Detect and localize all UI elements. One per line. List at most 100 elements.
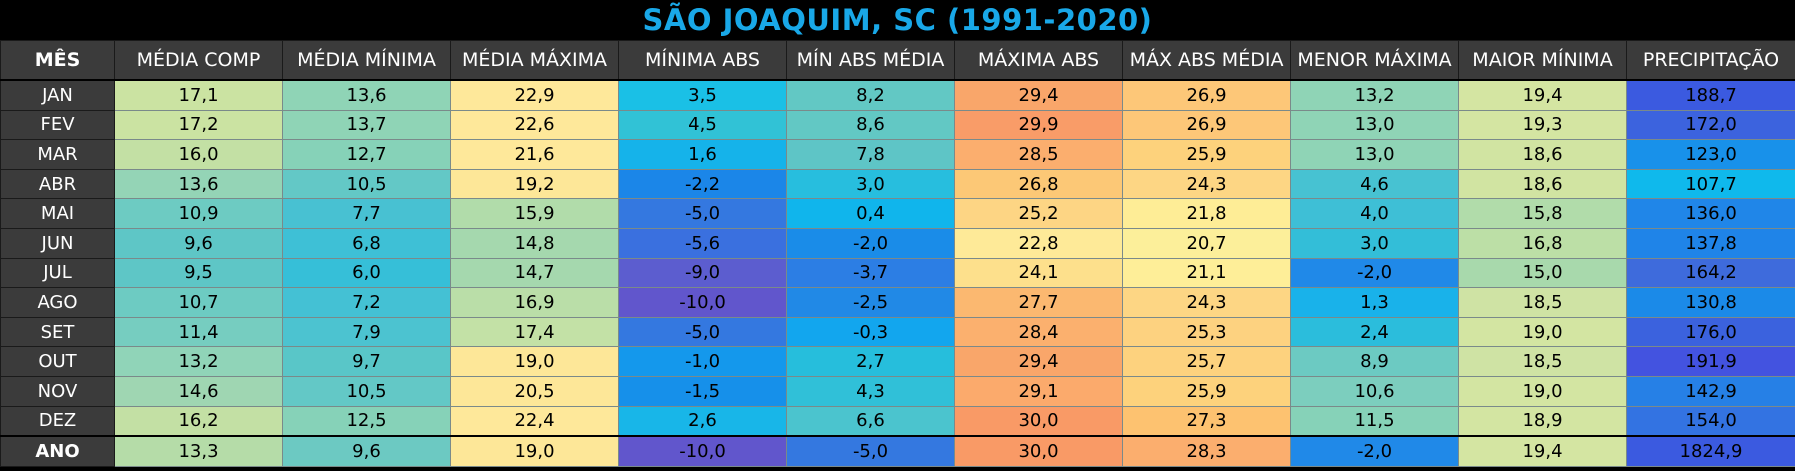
table-row: DEZ 16,2 12,5 22,4 2,6 6,6 30,0 27,3 11,5 18,9 154… [0, 405, 1795, 437]
table-cell: 1824,9 [1626, 435, 1795, 468]
table-cell: 8,9 [1290, 346, 1459, 377]
table-cell: -5,0 [786, 435, 955, 468]
table-cell: 19,0 [1458, 375, 1627, 407]
table-cell: 25,7 [1122, 346, 1291, 377]
table-cell: 16,0 [114, 139, 283, 170]
table-body: JAN 17,1 13,6 22,9 3,5 8,2 29,4 26,9 13,2 19,4 188… [0, 79, 1795, 468]
table-cell: -5,0 [618, 198, 787, 229]
table-cell: -2,0 [1290, 257, 1459, 289]
table-title: SÃO JOAQUIM, SC (1991-2020) [642, 3, 1153, 37]
table-cell: 27,7 [954, 287, 1123, 318]
table-cell: -5,0 [618, 316, 787, 348]
table-row: OUT 13,2 9,7 19,0 -1,0 2,7 29,4 25,7 8,9 18,5 191,… [0, 346, 1795, 377]
table-cell: 19,0 [450, 346, 619, 377]
table-cell: 22,6 [450, 109, 619, 141]
table-cell: 13,6 [282, 79, 451, 111]
table-cell: 164,2 [1626, 257, 1795, 289]
table-cell: 1,3 [1290, 287, 1459, 318]
table-cell: 4,5 [618, 109, 787, 141]
table-cell: 29,9 [954, 109, 1123, 141]
table-row: SET 11,4 7,9 17,4 -5,0 -0,3 28,4 25,3 2,4 19,0 176… [0, 316, 1795, 348]
table-cell: 142,9 [1626, 375, 1795, 407]
table-cell: 26,8 [954, 168, 1123, 200]
table-cell: 188,7 [1626, 79, 1795, 111]
table-cell: 12,5 [282, 405, 451, 437]
table-cell: 18,5 [1458, 346, 1627, 377]
row-label: DEZ [0, 405, 115, 437]
table-cell: 19,0 [450, 435, 619, 468]
table-cell: 18,6 [1458, 168, 1627, 200]
table-cell: 22,9 [450, 79, 619, 111]
row-label: OUT [0, 346, 115, 377]
table-cell: 20,5 [450, 375, 619, 407]
table-cell: 191,9 [1626, 346, 1795, 377]
table-row: JAN 17,1 13,6 22,9 3,5 8,2 29,4 26,9 13,2 19,4 188… [0, 79, 1795, 111]
table-cell: 176,0 [1626, 316, 1795, 348]
row-label: JUN [0, 227, 115, 259]
table-cell: -2,0 [786, 227, 955, 259]
table-cell: 7,2 [282, 287, 451, 318]
column-header: MAIOR MÍNIMA [1458, 40, 1627, 81]
table-cell: 13,0 [1290, 139, 1459, 170]
column-header-month: MÊS [0, 40, 115, 81]
table-cell: 28,5 [954, 139, 1123, 170]
row-label: FEV [0, 109, 115, 141]
table-cell: 14,7 [450, 257, 619, 289]
column-header: MÁXIMA ABS [954, 40, 1123, 81]
table-cell: 9,6 [282, 435, 451, 468]
table-cell: 19,0 [1458, 316, 1627, 348]
table-cell: 16,8 [1458, 227, 1627, 259]
table-cell: 21,8 [1122, 198, 1291, 229]
table-cell: 15,0 [1458, 257, 1627, 289]
table-cell: 13,0 [1290, 109, 1459, 141]
table-cell: -1,5 [618, 375, 787, 407]
table-cell: 11,4 [114, 316, 283, 348]
table-cell: 25,3 [1122, 316, 1291, 348]
table-cell: 27,3 [1122, 405, 1291, 437]
table-cell: 19,4 [1458, 435, 1627, 468]
table-cell: 22,8 [954, 227, 1123, 259]
table-cell: 16,2 [114, 405, 283, 437]
table-cell: 123,0 [1626, 139, 1795, 170]
table-row: MAI 10,9 7,7 15,9 -5,0 0,4 25,2 21,8 4,0 15,8 136,… [0, 198, 1795, 229]
table-cell: 2,4 [1290, 316, 1459, 348]
row-label: AGO [0, 287, 115, 318]
table-cell: -2,2 [618, 168, 787, 200]
table-cell: 28,3 [1122, 435, 1291, 468]
table-cell: 24,3 [1122, 287, 1291, 318]
table-cell: 30,0 [954, 405, 1123, 437]
table-cell: 136,0 [1626, 198, 1795, 229]
table-cell: 29,1 [954, 375, 1123, 407]
table-cell: 29,4 [954, 346, 1123, 377]
row-label: JUL [0, 257, 115, 289]
table-row: MAR 16,0 12,7 21,6 1,6 7,8 28,5 25,9 13,0 18,6 123… [0, 139, 1795, 170]
table-cell: 24,3 [1122, 168, 1291, 200]
row-label: ANO [0, 435, 115, 468]
row-label: MAI [0, 198, 115, 229]
table-cell: 16,9 [450, 287, 619, 318]
table-cell: 8,6 [786, 109, 955, 141]
column-header: PRECIPITAÇÃO [1626, 40, 1795, 81]
table-row: AGO 10,7 7,2 16,9 -10,0 -2,5 27,7 24,3 1,3 18,5 13… [0, 287, 1795, 318]
table-cell: 9,5 [114, 257, 283, 289]
column-header: MÁX ABS MÉDIA [1122, 40, 1291, 81]
table-cell: -3,7 [786, 257, 955, 289]
row-label: ABR [0, 168, 115, 200]
table-cell: -9,0 [618, 257, 787, 289]
table-cell: 17,1 [114, 79, 283, 111]
table-cell: 10,6 [1290, 375, 1459, 407]
table-cell: 13,3 [114, 435, 283, 468]
table-cell: 19,2 [450, 168, 619, 200]
table-cell: -5,6 [618, 227, 787, 259]
table-cell: 10,7 [114, 287, 283, 318]
table-cell: 29,4 [954, 79, 1123, 111]
table-row: FEV 17,2 13,7 22,6 4,5 8,6 29,9 26,9 13,0 19,3 172… [0, 109, 1795, 141]
table-cell: 15,8 [1458, 198, 1627, 229]
table-cell: 18,9 [1458, 405, 1627, 437]
table-cell: 7,9 [282, 316, 451, 348]
table-cell: 21,1 [1122, 257, 1291, 289]
table-cell: 3,0 [1290, 227, 1459, 259]
table-cell: 0,4 [786, 198, 955, 229]
table-cell: 13,2 [114, 346, 283, 377]
table-cell: 18,6 [1458, 139, 1627, 170]
